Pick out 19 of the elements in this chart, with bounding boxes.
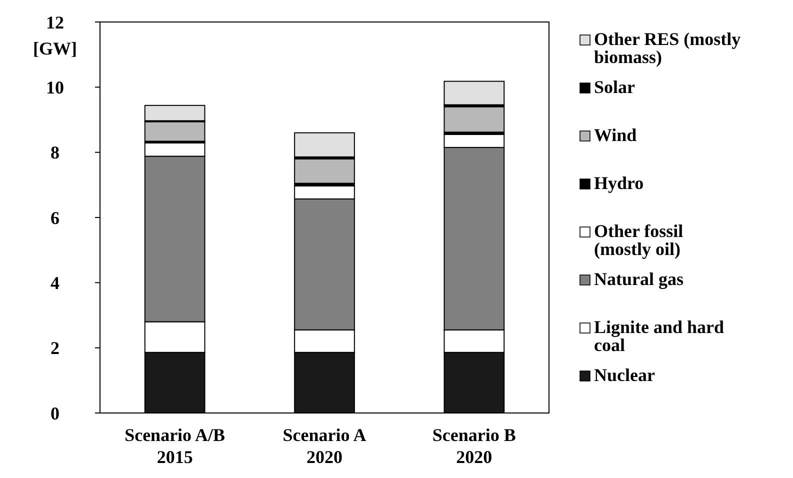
y-tick-label: 6 [50,208,60,228]
y-axis-title: [GW] [33,38,77,58]
x-tick-label: Scenario A/B 2015 [124,425,226,467]
legend-label: Wind [594,125,637,145]
x-tick-label: Scenario A 2020 [282,425,366,467]
legend-label: Other fossil (mostly oil) [594,221,684,259]
legend-label: Nuclear [594,365,655,385]
y-tick-label: 4 [50,272,60,293]
legend-label: Natural gas [594,269,684,289]
y-tick-label: 10 [46,77,64,98]
legend-label: Other RES (mostly biomass) [594,29,741,67]
y-tick-label: 2 [50,338,60,358]
legend-label: Lignite and hard coal [594,317,724,355]
y-tick-label: 0 [50,403,60,424]
y-tick-label: 12 [46,12,64,32]
legend-label: Hydro [594,173,644,193]
y-tick-label: 8 [50,142,60,163]
x-tick-label: Scenario B 2020 [432,425,516,467]
legend-label: Solar [594,77,636,97]
